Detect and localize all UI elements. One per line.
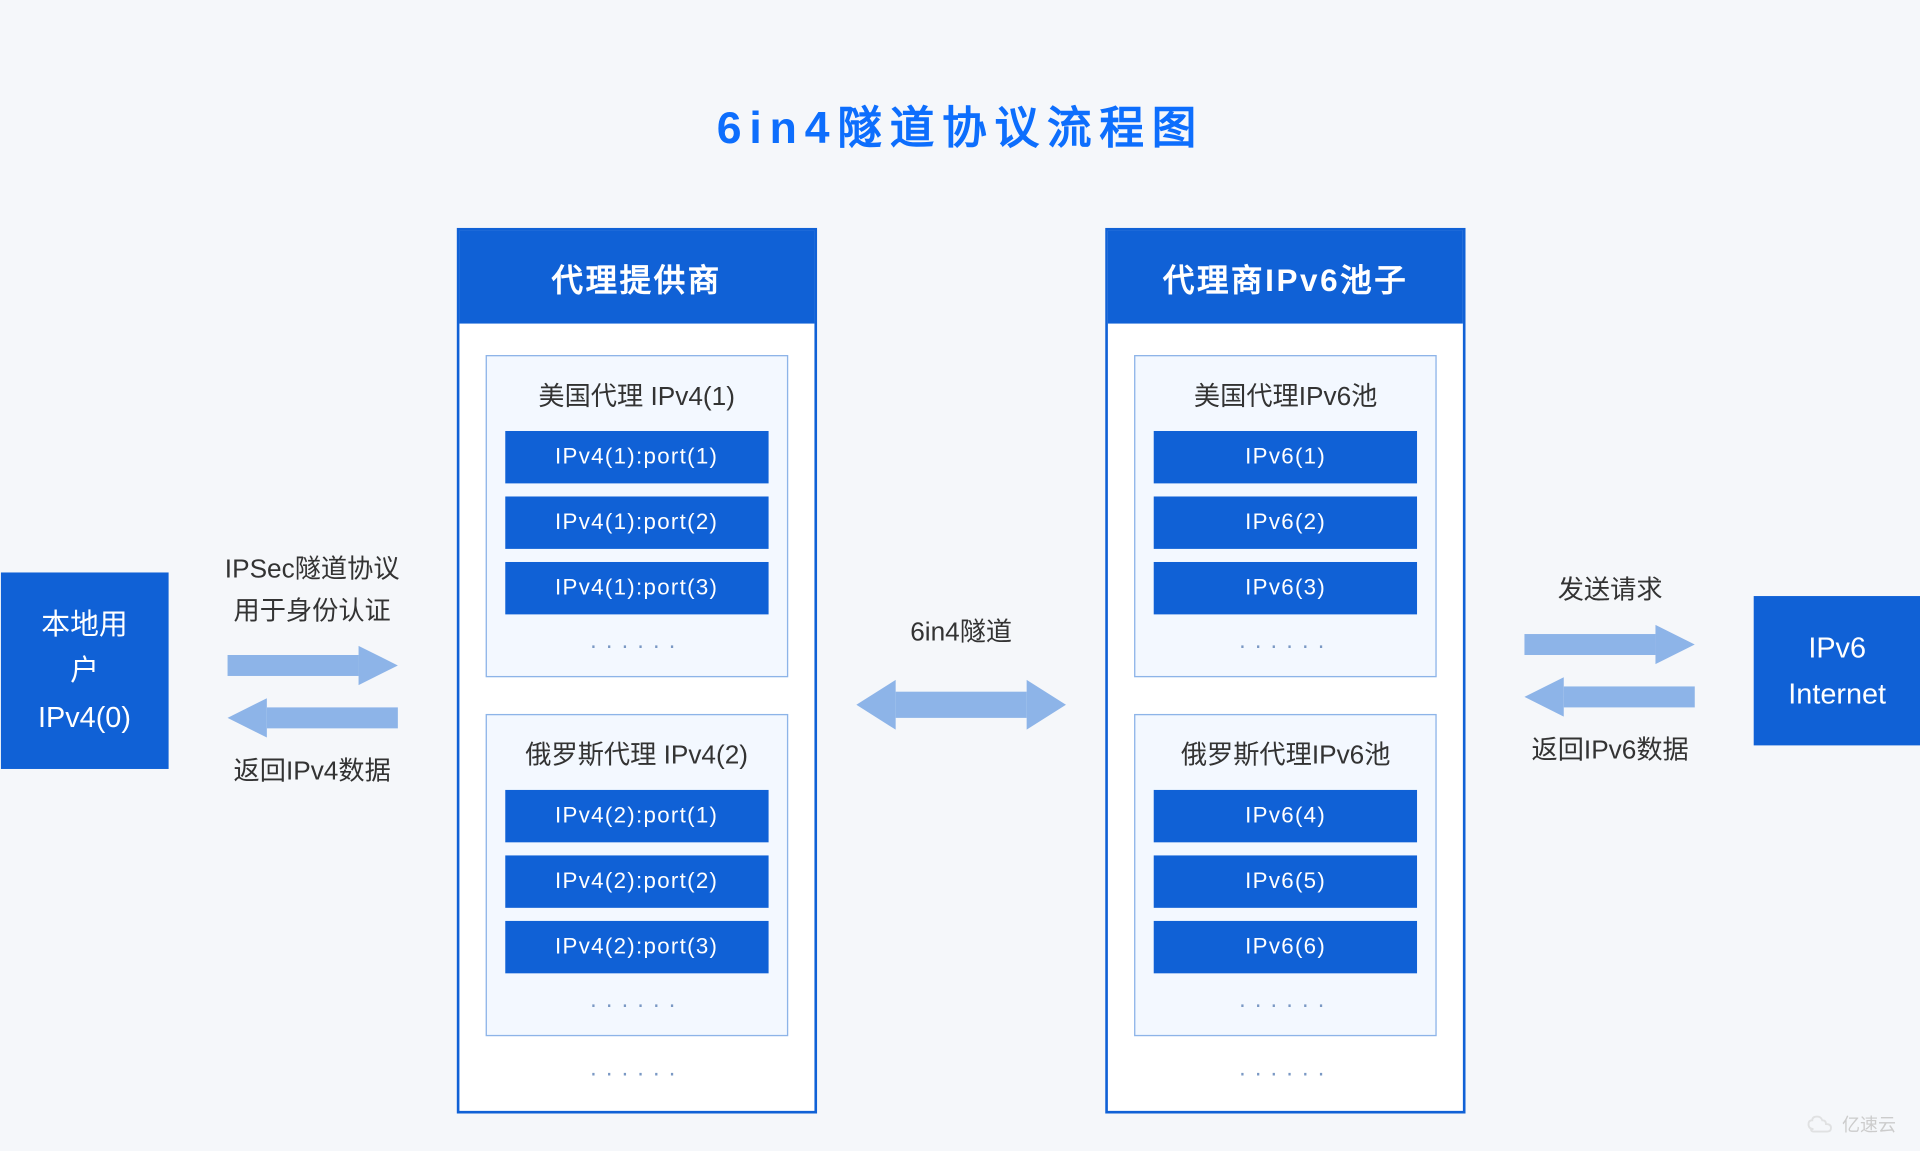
ipsec-arrow-section: IPSec隧道协议 用于身份认证 返回IPv4数据	[194, 549, 430, 793]
provider-column: 代理提供商 美国代理 IPv4(1) IPv4(1):port(1) IPv4(…	[456, 228, 817, 1114]
pool-column: 代理商IPv6池子 美国代理IPv6池 IPv6(1) IPv6(2) IPv6…	[1105, 228, 1466, 1114]
pool-item: IPv6(5)	[1153, 855, 1417, 907]
pool-body: 美国代理IPv6池 IPv6(1) IPv6(2) IPv6(3) ······…	[1107, 324, 1463, 1060]
dots: ······	[504, 986, 768, 1024]
pool-item: IPv6(6)	[1153, 921, 1417, 973]
us-proxy-title: 美国代理 IPv4(1)	[504, 375, 768, 413]
arrow-right-icon	[227, 646, 397, 685]
request-arrow-section: 发送请求 返回IPv6数据	[1492, 570, 1728, 772]
proxy-item: IPv4(1):port(1)	[504, 431, 768, 483]
column-dots: ······	[458, 1060, 814, 1111]
ipsec-label-line1: IPSec隧道协议	[224, 555, 399, 584]
local-user-box: 本地用户 IPv4(0)	[0, 573, 167, 769]
ipsec-label-line2: 用于身份认证	[233, 597, 390, 626]
pool-header: 代理商IPv6池子	[1107, 231, 1463, 324]
proxy-item: IPv4(2):port(2)	[504, 855, 768, 907]
provider-header: 代理提供商	[458, 231, 814, 324]
pool-item: IPv6(2)	[1153, 496, 1417, 548]
ru-proxy-title: 俄罗斯代理 IPv4(2)	[504, 734, 768, 772]
arrow-right-icon	[1524, 625, 1694, 664]
us-pool-title: 美国代理IPv6池	[1153, 375, 1417, 413]
us-pool-group: 美国代理IPv6池 IPv6(1) IPv6(2) IPv6(3) ······	[1134, 355, 1437, 677]
proxy-item: IPv4(2):port(3)	[504, 921, 768, 973]
return-ipv4-label: 返回IPv4数据	[233, 751, 390, 793]
ru-proxy-group: 俄罗斯代理 IPv4(2) IPv4(2):port(1) IPv4(2):po…	[485, 714, 788, 1036]
dots: ······	[1153, 986, 1417, 1024]
local-user-line1: 本地用户	[34, 602, 133, 694]
tunnel-label: 6in4隧道	[910, 612, 1012, 654]
proxy-item: IPv4(1):port(3)	[504, 562, 768, 614]
watermark-text: 亿速云	[1842, 1111, 1896, 1137]
diagram-container: 本地用户 IPv4(0) IPSec隧道协议 用于身份认证 返回IPv4数据 代…	[0, 228, 1919, 1114]
ipv6-line2: Internet	[1788, 671, 1886, 717]
ipsec-label: IPSec隧道协议 用于身份认证	[224, 549, 399, 633]
send-request-label: 发送请求	[1557, 570, 1662, 612]
cloud-icon	[1806, 1114, 1836, 1134]
proxy-item: IPv4(2):port(1)	[504, 790, 768, 842]
dots: ······	[504, 627, 768, 665]
ipv6-internet-box: IPv6 Internet	[1754, 596, 1920, 746]
proxy-item: IPv4(1):port(2)	[504, 496, 768, 548]
return-ipv6-label: 返回IPv6数据	[1531, 730, 1688, 772]
pool-item: IPv6(3)	[1153, 562, 1417, 614]
watermark: 亿速云	[1806, 1111, 1896, 1137]
provider-body: 美国代理 IPv4(1) IPv4(1):port(1) IPv4(1):por…	[458, 324, 814, 1060]
tunnel-arrow-section: 6in4隧道	[843, 612, 1079, 730]
double-arrow-icon	[856, 680, 1066, 730]
column-dots: ······	[1107, 1060, 1463, 1111]
local-user-line2: IPv4(0)	[34, 694, 133, 740]
arrow-left-icon	[227, 698, 397, 737]
us-proxy-group: 美国代理 IPv4(1) IPv4(1):port(1) IPv4(1):por…	[485, 355, 788, 677]
diagram-title: 6in4隧道协议流程图	[0, 0, 1919, 156]
arrow-left-icon	[1524, 677, 1694, 716]
pool-item: IPv6(4)	[1153, 790, 1417, 842]
ru-pool-title: 俄罗斯代理IPv6池	[1153, 734, 1417, 772]
ru-pool-group: 俄罗斯代理IPv6池 IPv6(4) IPv6(5) IPv6(6) ·····…	[1134, 714, 1437, 1036]
ipv6-line1: IPv6	[1788, 625, 1886, 671]
dots: ······	[1153, 627, 1417, 665]
pool-item: IPv6(1)	[1153, 431, 1417, 483]
